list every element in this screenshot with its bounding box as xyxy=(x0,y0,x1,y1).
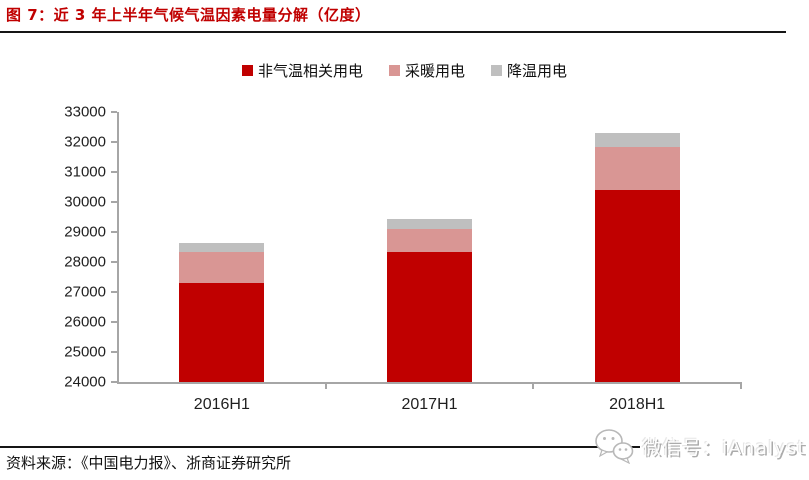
title-divider xyxy=(0,31,786,33)
source-note: 资料来源：《中国电力报》、浙商证券研究所 xyxy=(6,454,292,472)
legend-label: 降温用电 xyxy=(507,62,568,80)
y-axis-tick-label: 24000 xyxy=(64,373,106,391)
y-axis-tick-label: 26000 xyxy=(64,313,106,331)
bar-segment xyxy=(594,133,680,147)
y-axis-tick-label: 27000 xyxy=(64,283,106,301)
bar-segment xyxy=(387,251,472,382)
y-axis-tick-label: 30000 xyxy=(64,193,106,211)
y-axis-tick xyxy=(111,321,117,323)
bar-segment xyxy=(387,218,472,229)
x-axis-tick xyxy=(740,382,742,389)
x-axis-line xyxy=(117,382,742,384)
wechat-icon xyxy=(595,429,634,464)
y-axis-tick-label: 31000 xyxy=(64,163,106,181)
x-axis-tick xyxy=(324,382,327,389)
y-axis-tick xyxy=(111,231,117,233)
y-axis-tick xyxy=(111,351,117,353)
legend-item: 降温用电 xyxy=(491,60,567,81)
watermark-label: 微信号：iAnalyst xyxy=(640,432,808,460)
bar-segment xyxy=(594,146,680,190)
legend-item: 非气温相关用电 xyxy=(241,60,363,81)
x-category-label: 2016H1 xyxy=(193,396,250,413)
figure-title: 图 7：近 3 年上半年气候气温因素电量分解（亿度） xyxy=(6,6,371,24)
bar-segment xyxy=(179,242,265,252)
y-axis-tick xyxy=(111,381,117,383)
legend-marker xyxy=(241,65,253,76)
legend-label: 采暖用电 xyxy=(404,62,465,80)
y-axis-tick-label: 29000 xyxy=(64,223,106,241)
y-axis-tick-label: 25000 xyxy=(64,343,106,361)
bar-segment xyxy=(387,229,472,252)
x-category-label: 2018H1 xyxy=(609,396,666,413)
x-category-label: 2017H1 xyxy=(401,396,458,413)
y-axis-tick-label: 33000 xyxy=(64,103,106,121)
y-axis-tick xyxy=(111,171,117,173)
y-axis-tick xyxy=(111,141,117,143)
bar-segment xyxy=(594,190,680,382)
footer-divider xyxy=(0,446,786,448)
y-axis-tick xyxy=(111,291,117,293)
chart-legend: 非气温相关用电 采暖用电 降温用电 xyxy=(0,60,809,81)
y-axis-tick-label: 28000 xyxy=(64,253,106,271)
y-axis-tick xyxy=(111,201,117,203)
legend-marker xyxy=(491,65,502,76)
y-axis-tick xyxy=(111,111,117,113)
bar-segment xyxy=(179,283,265,382)
legend-label: 非气温相关用电 xyxy=(257,62,363,80)
legend-marker xyxy=(388,65,400,76)
y-axis-line xyxy=(117,112,119,384)
y-axis-tick xyxy=(111,261,117,263)
x-axis-tick xyxy=(532,382,535,389)
wechat-watermark: 微信号：iAnalyst xyxy=(594,428,808,464)
bar-segment xyxy=(179,251,265,283)
legend-item: 采暖用电 xyxy=(388,60,465,81)
y-axis-tick-label: 32000 xyxy=(64,133,106,151)
